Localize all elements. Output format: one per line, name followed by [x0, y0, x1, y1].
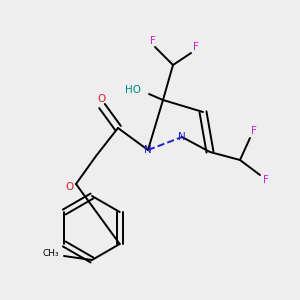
Text: HO: HO: [125, 85, 141, 95]
Text: F: F: [150, 36, 156, 46]
Text: F: F: [251, 126, 257, 136]
Text: F: F: [193, 42, 199, 52]
Text: CH₃: CH₃: [42, 250, 59, 259]
Text: N: N: [178, 132, 186, 142]
Text: N: N: [144, 145, 152, 155]
Text: O: O: [66, 182, 74, 192]
Text: F: F: [263, 175, 269, 185]
Text: O: O: [98, 94, 106, 104]
